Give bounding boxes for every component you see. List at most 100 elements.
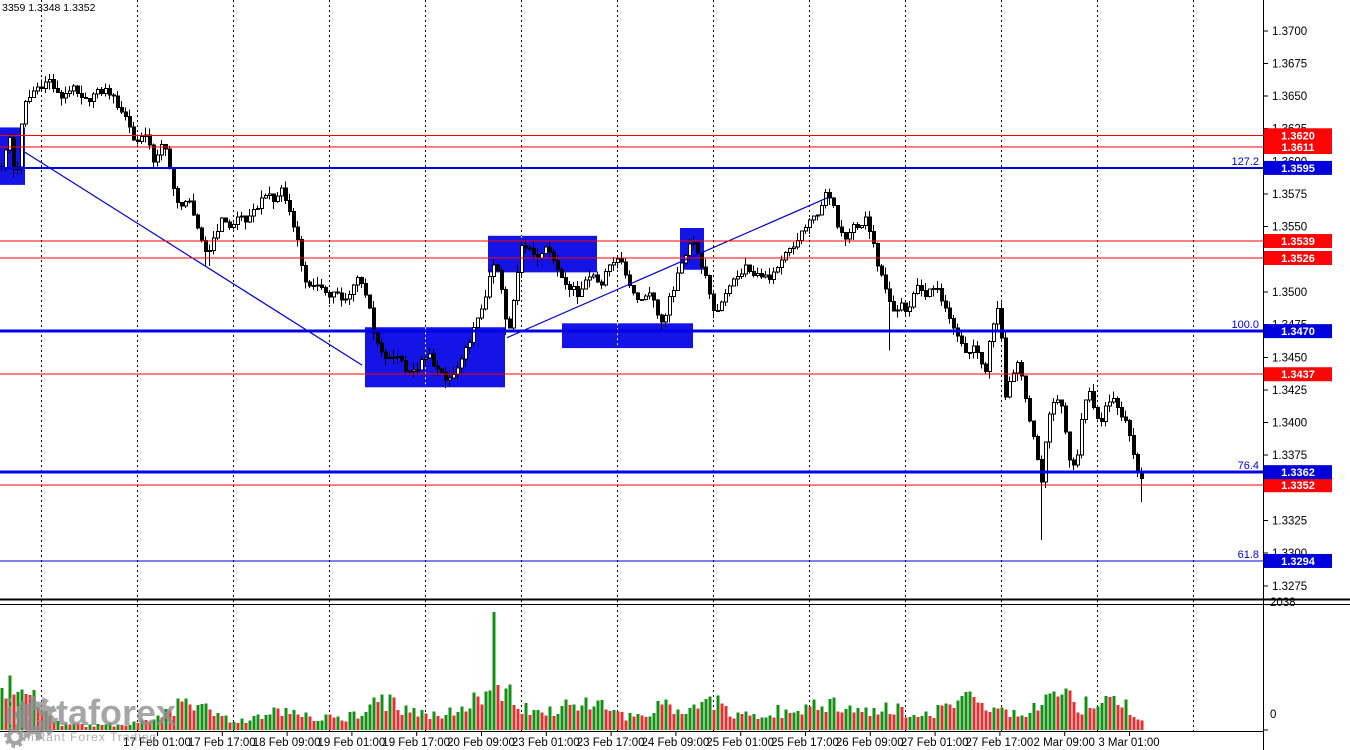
volume-bar: [492, 612, 496, 730]
candle-bearish: [108, 87, 112, 96]
candle-bullish: [572, 286, 576, 291]
candle-bearish: [984, 363, 988, 372]
volume-bar: [152, 719, 156, 730]
volume-bar: [916, 716, 920, 730]
price-tick-label: 1.3650: [1272, 91, 1307, 103]
candle-bullish: [520, 244, 524, 273]
volume-bar: [264, 714, 268, 730]
candle-bearish: [524, 244, 528, 249]
candle-bullish: [664, 314, 668, 323]
volume-bar: [324, 714, 328, 730]
volume-bar: [576, 710, 580, 730]
volume-bar: [856, 708, 860, 730]
candle-bullish: [688, 243, 692, 256]
candle-bullish: [512, 299, 516, 329]
fib-percent-label: 100.0: [1231, 319, 1259, 331]
resistance-lines[interactable]: [0, 134, 1263, 486]
volume-bar: [320, 720, 324, 730]
candle-bearish: [940, 287, 944, 302]
candle-bearish: [380, 342, 384, 353]
volume-bar: [408, 712, 412, 730]
volume-bar: [864, 707, 868, 730]
volume-bar: [788, 713, 792, 730]
candle-bullish: [1048, 413, 1052, 443]
highlight-rectangle[interactable]: [562, 323, 693, 349]
volume-bar: [176, 698, 180, 730]
volume-bar: [244, 722, 248, 730]
price-tick-label: 1.3375: [1272, 450, 1307, 462]
candle-bullish: [544, 246, 548, 255]
candle-bearish: [632, 285, 636, 294]
volume-bar: [680, 713, 684, 730]
volume-min-label: 0: [1270, 709, 1276, 721]
volume-bar: [620, 711, 624, 730]
candle-bullish: [424, 357, 428, 361]
candle-bullish: [484, 296, 488, 310]
volume-bar: [760, 717, 764, 730]
candle-bullish: [280, 187, 284, 197]
volume-bar: [876, 714, 880, 730]
candle-bullish: [580, 288, 584, 297]
volume-bar: [232, 721, 236, 730]
volume-bar: [304, 712, 308, 730]
trendline-descending[interactable]: [24, 151, 363, 366]
price-tag-label: 1.3362: [1281, 467, 1315, 479]
volume-bar: [892, 714, 896, 730]
candle-bullish: [1084, 399, 1088, 421]
candle-bullish: [796, 239, 800, 248]
volume-bar: [1076, 712, 1080, 730]
volume-bar: [292, 710, 296, 730]
candle-bullish: [452, 374, 456, 379]
volume-bar: [780, 717, 784, 730]
candle-bullish: [1104, 405, 1108, 422]
candle-bearish: [368, 294, 372, 309]
volume-bar: [24, 694, 28, 730]
candle-bullish: [332, 291, 336, 298]
candle-bearish: [112, 94, 116, 97]
candle-bearish: [80, 92, 84, 98]
trendline-ascending[interactable]: [506, 197, 828, 339]
volume-bar: [732, 718, 736, 730]
volume-bar: [744, 711, 748, 730]
volume-bar: [948, 704, 952, 730]
volume-bar: [1004, 709, 1008, 730]
volume-bar: [392, 697, 396, 730]
volume-bar: [764, 717, 768, 730]
volume-bar: [520, 714, 524, 730]
candle-bullish: [476, 317, 480, 329]
candle-bullish: [1076, 454, 1080, 466]
volume-bar: [300, 717, 304, 730]
price-tag-1.3437: [1264, 367, 1332, 382]
candle-bearish: [944, 300, 948, 309]
fib-lines[interactable]: [0, 166, 1263, 562]
volume-bar: [148, 721, 152, 730]
candle-bearish: [576, 286, 580, 297]
volume-bar: [604, 709, 608, 730]
volume-bar: [756, 718, 760, 730]
candle-bearish: [288, 199, 292, 212]
candle-bullish: [744, 264, 748, 275]
highlight-rectangles[interactable]: [0, 127, 704, 388]
volume-bar: [68, 724, 72, 730]
price-tick-label: 1.3275: [1272, 581, 1307, 593]
volume-bar: [92, 726, 96, 730]
price-tag-1.3294: [1264, 553, 1332, 568]
volume-bar: [1016, 716, 1020, 730]
volume-bar: [936, 705, 940, 730]
candle-bearish: [1092, 391, 1096, 409]
candle-bullish: [24, 101, 28, 125]
volume-bar: [628, 712, 632, 730]
candle-bullish: [460, 358, 464, 369]
candle-bullish: [44, 81, 48, 89]
volume-bar: [776, 705, 780, 730]
candle-bullish: [352, 284, 356, 296]
trendlines[interactable]: [24, 151, 828, 366]
volume-bar: [372, 697, 376, 730]
candle-bullish: [464, 347, 468, 360]
candle-bearish: [296, 226, 300, 240]
volume-bar: [312, 720, 316, 730]
volume-bar: [1088, 707, 1092, 730]
volume-bar: [636, 714, 640, 730]
